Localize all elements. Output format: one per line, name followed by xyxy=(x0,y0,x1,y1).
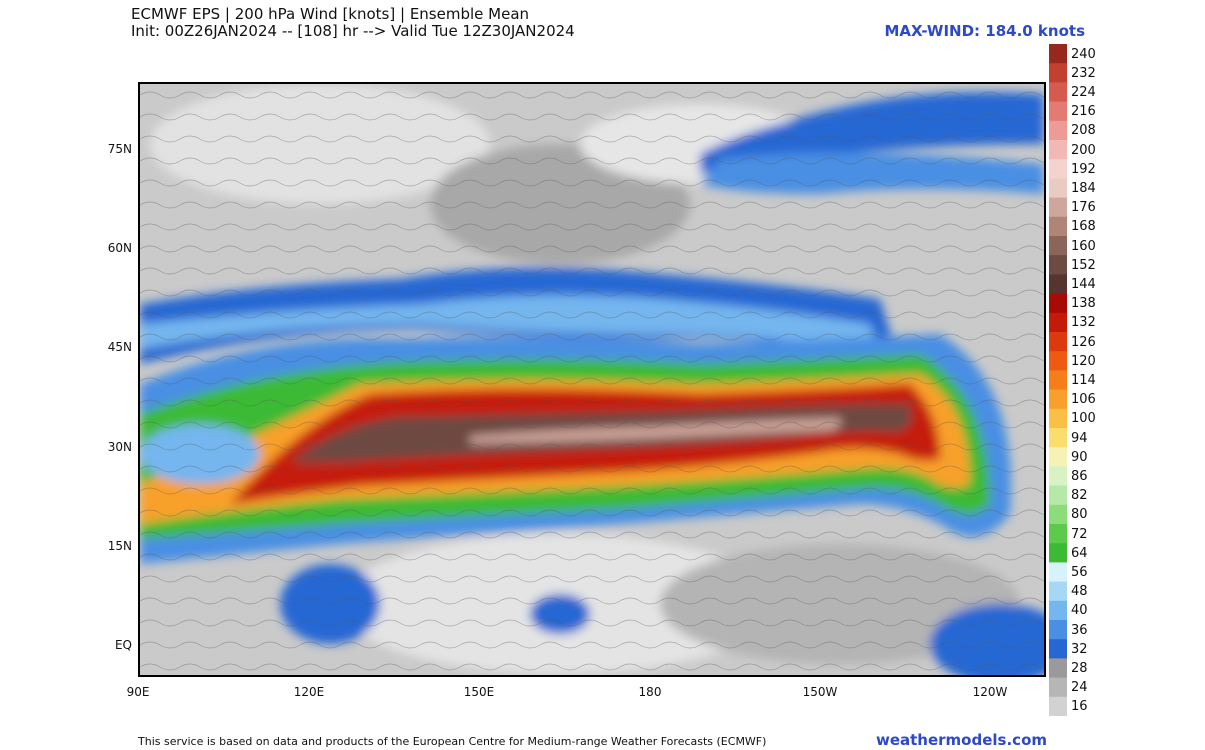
colorbar-swatch xyxy=(1049,466,1067,487)
colorbar-tick-label: 232 xyxy=(1071,65,1096,81)
lat-label-eq: EQ xyxy=(114,638,132,652)
colorbar-swatch xyxy=(1049,216,1067,237)
colorbar-tick-label: 80 xyxy=(1071,507,1088,523)
colorbar-swatch xyxy=(1049,447,1067,467)
colorbar-tick-label: 176 xyxy=(1071,200,1096,216)
colorbar-tick-label: 114 xyxy=(1071,373,1096,388)
colorbar-swatch xyxy=(1049,524,1067,544)
colorbar-tick-label: 36 xyxy=(1071,622,1088,638)
colorbar-tick-label: 184 xyxy=(1071,181,1096,196)
streamlines xyxy=(140,84,1044,675)
colorbar-swatch xyxy=(1049,293,1067,314)
colorbar-swatch xyxy=(1049,658,1067,679)
colorbar xyxy=(1049,44,1067,716)
chart-title: ECMWF EPS | 200 hPa Wind [knots] | Ensem… xyxy=(131,6,575,40)
colorbar-tick-label: 120 xyxy=(1071,353,1096,369)
colorbar-tick-label: 28 xyxy=(1071,661,1088,676)
colorbar-swatch xyxy=(1049,370,1067,391)
colorbar-swatch xyxy=(1049,428,1067,448)
colorbar-tick-label: 40 xyxy=(1071,603,1088,619)
colorbar-tick-label: 216 xyxy=(1071,104,1096,120)
colorbar-tick-label: 94 xyxy=(1071,430,1088,446)
title-line-2: Init: 00Z26JAN2024 -- [108] hr --> Valid… xyxy=(131,22,575,40)
colorbar-swatch xyxy=(1049,389,1067,410)
lon-label-180: 180 xyxy=(638,685,662,699)
colorbar-swatch xyxy=(1049,197,1067,218)
colorbar-swatch xyxy=(1049,696,1067,716)
colorbar-swatch xyxy=(1049,600,1067,621)
colorbar-tick-label: 32 xyxy=(1071,641,1088,657)
colorbar-swatch xyxy=(1049,562,1067,583)
colorbar-tick-label: 138 xyxy=(1071,296,1096,312)
colorbar-tick-label: 200 xyxy=(1071,142,1096,158)
colorbar-swatch xyxy=(1049,44,1067,64)
colorbar-swatch xyxy=(1049,351,1067,371)
colorbar-swatch xyxy=(1049,312,1067,333)
wind-map xyxy=(138,82,1046,677)
lon-label-90e: 90E xyxy=(126,685,150,699)
colorbar-swatch xyxy=(1049,332,1067,352)
colorbar-swatch xyxy=(1049,274,1067,295)
colorbar-tick-label: 56 xyxy=(1071,565,1088,580)
colorbar-swatch xyxy=(1049,63,1067,83)
colorbar-tick-label: 132 xyxy=(1071,315,1096,331)
lat-label-15n: 15N xyxy=(107,539,132,553)
colorbar-swatch xyxy=(1049,140,1067,160)
colorbar-swatch xyxy=(1049,120,1067,141)
colorbar-tick-label: 240 xyxy=(1071,46,1096,62)
lon-label-150e: 150E xyxy=(463,685,495,699)
colorbar-tick-label: 106 xyxy=(1071,392,1096,408)
colorbar-swatch xyxy=(1049,236,1067,256)
colorbar-swatch xyxy=(1049,408,1067,429)
lon-label-150w: 150W xyxy=(802,685,838,699)
colorbar-tick-label: 160 xyxy=(1071,238,1096,254)
colorbar-tick-label: 192 xyxy=(1071,161,1096,177)
lon-label-120w: 120W xyxy=(972,685,1008,699)
colorbar-tick-label: 100 xyxy=(1071,411,1096,427)
colorbar-tick-label: 208 xyxy=(1071,123,1096,139)
colorbar-tick-label: 24 xyxy=(1071,680,1088,696)
colorbar-swatch xyxy=(1049,485,1067,506)
colorbar-swatch xyxy=(1049,581,1067,602)
colorbar-tick-label: 48 xyxy=(1071,584,1088,600)
lat-label-60n: 60N xyxy=(107,241,132,255)
lat-label-75n: 75N xyxy=(107,142,132,156)
colorbar-swatch xyxy=(1049,101,1067,122)
colorbar-swatch xyxy=(1049,82,1067,103)
lon-label-120e: 120E xyxy=(293,685,325,699)
colorbar-swatch xyxy=(1049,677,1067,698)
brand-link[interactable]: weathermodels.com xyxy=(875,731,1047,749)
title-line-1: ECMWF EPS | 200 hPa Wind [knots] | Ensem… xyxy=(131,5,530,23)
colorbar-tick-label: 224 xyxy=(1071,85,1096,100)
colorbar-tick-label: 64 xyxy=(1071,545,1088,561)
colorbar-tick-label: 86 xyxy=(1071,469,1088,484)
colorbar-swatch xyxy=(1049,620,1067,640)
colorbar-tick-label: 144 xyxy=(1071,277,1096,292)
colorbar-tick-label: 126 xyxy=(1071,334,1096,350)
colorbar-swatch xyxy=(1049,639,1067,659)
colorbar-swatch xyxy=(1049,504,1067,525)
lat-label-45n: 45N xyxy=(107,340,132,354)
credit-text: This service is based on data and produc… xyxy=(138,735,767,748)
colorbar-tick-label: 82 xyxy=(1071,488,1088,504)
wind-map-canvas xyxy=(140,84,1044,675)
max-wind-label: MAX-WIND: 184.0 knots xyxy=(884,22,1085,40)
colorbar-swatch xyxy=(1049,255,1067,275)
colorbar-swatch xyxy=(1049,159,1067,179)
colorbar-swatch xyxy=(1049,543,1067,563)
colorbar-tick-label: 152 xyxy=(1071,257,1096,273)
colorbar-swatch xyxy=(1049,178,1067,199)
colorbar-tick-label: 16 xyxy=(1071,699,1088,715)
colorbar-tick-label: 90 xyxy=(1071,449,1088,465)
lat-label-30n: 30N xyxy=(107,440,132,454)
colorbar-tick-label: 72 xyxy=(1071,526,1088,542)
colorbar-tick-label: 168 xyxy=(1071,219,1096,235)
